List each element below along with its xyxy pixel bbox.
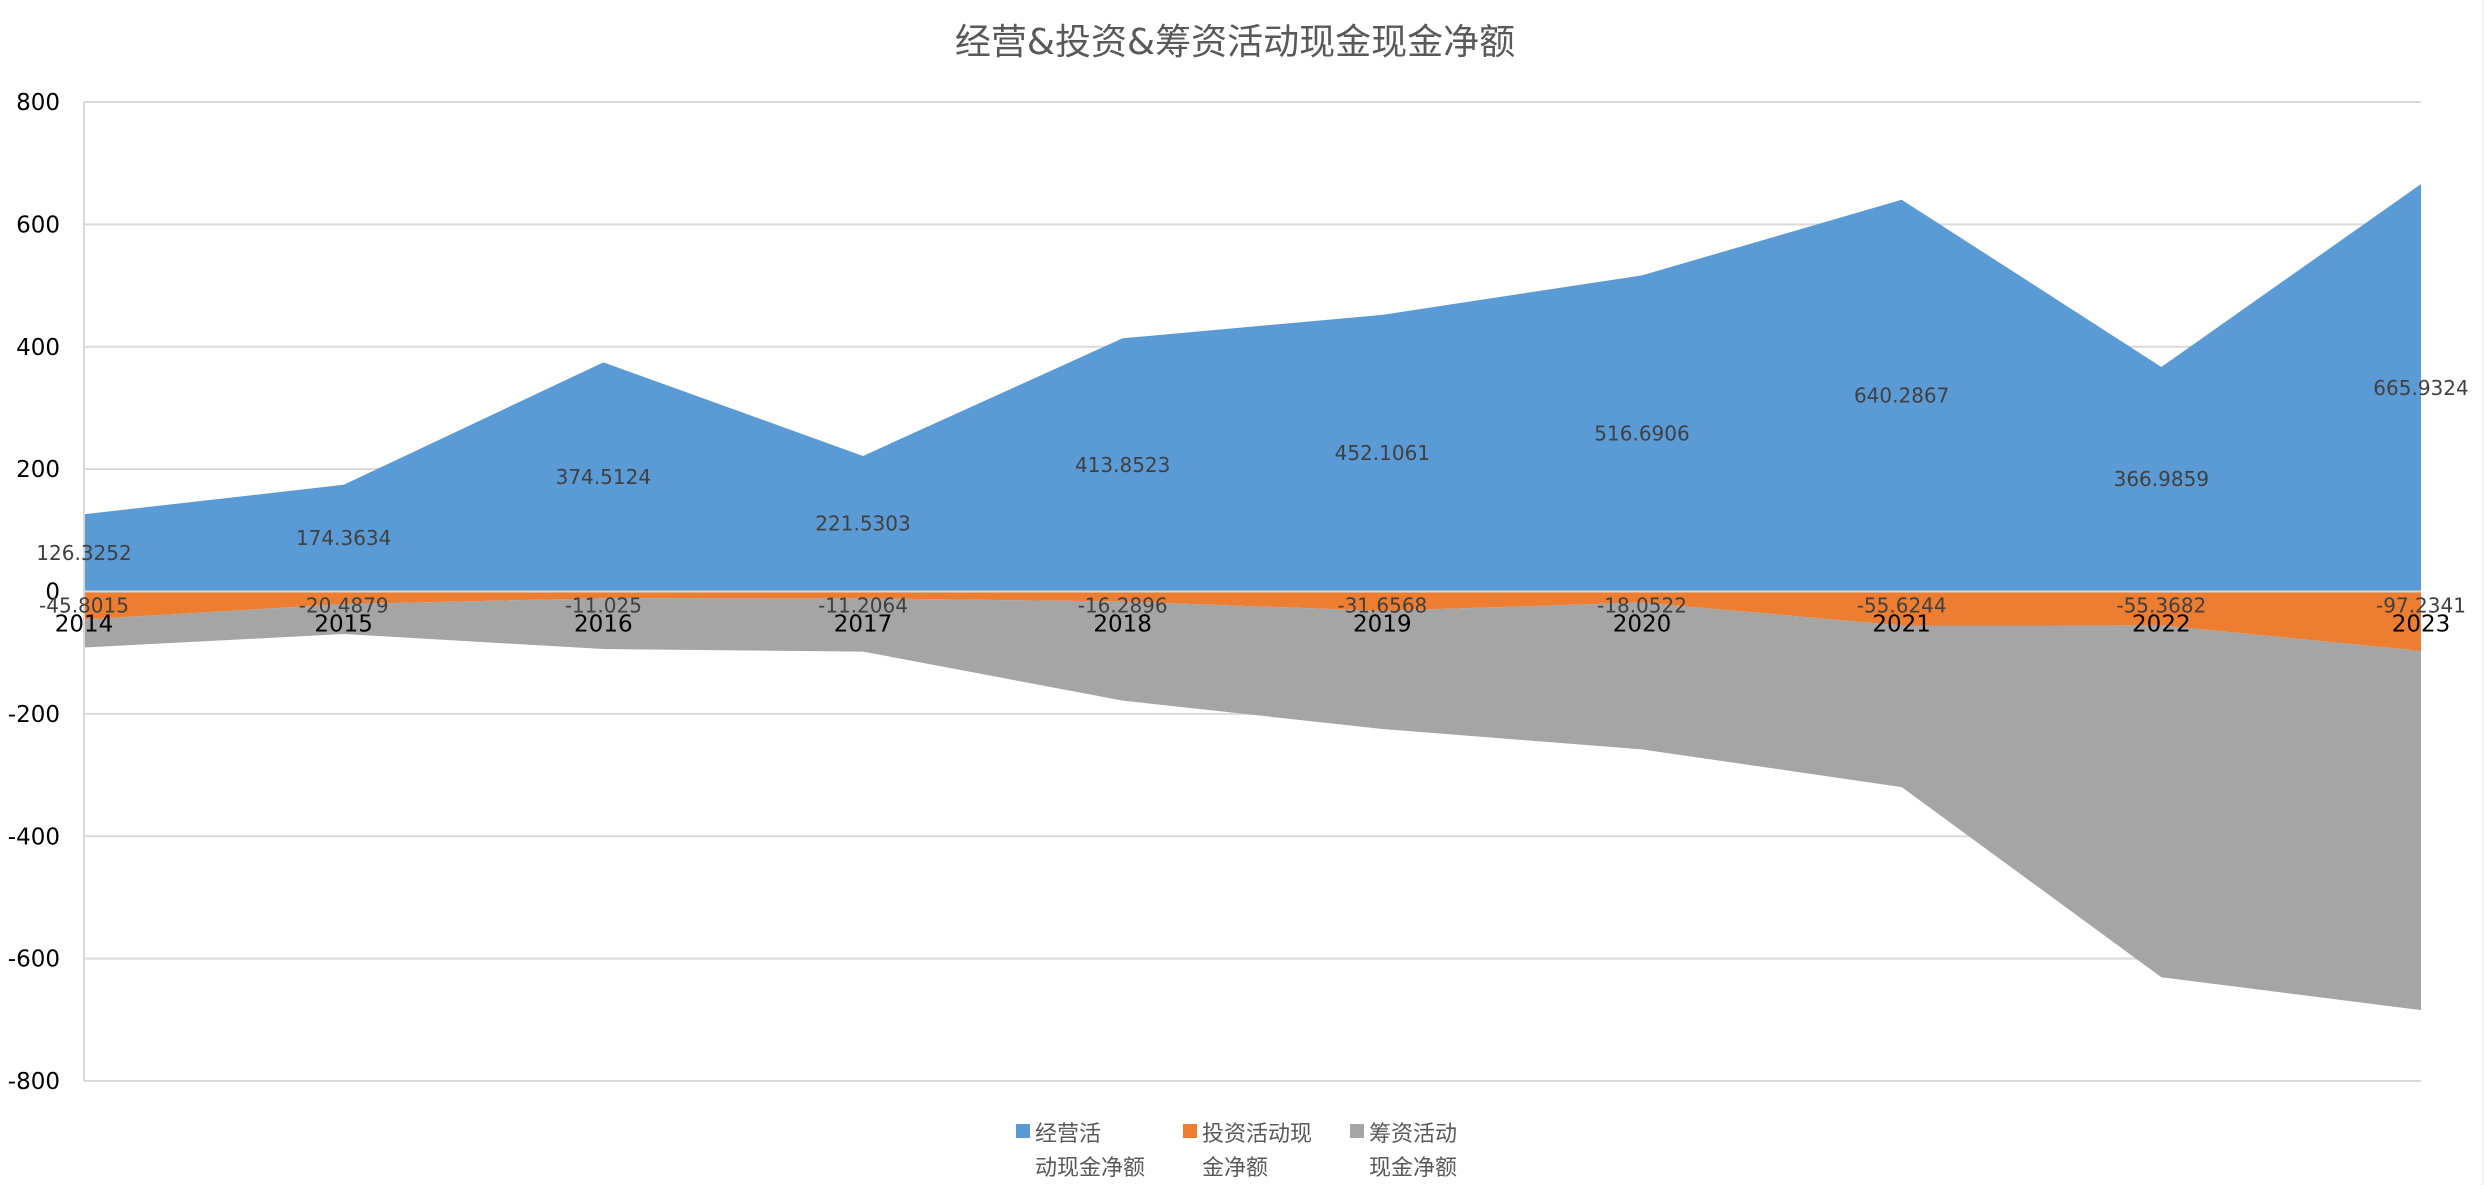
data-label-series1-2016: 374.5124 (556, 465, 651, 489)
y-tick-label: -200 (8, 702, 60, 728)
legend-label-1: 动现金净额 (1035, 1156, 1145, 1181)
y-tick-label: 400 (16, 335, 60, 361)
y-tick-label: 200 (16, 457, 60, 483)
data-labels: 126.3252 174.3634 374.5124 221.5303 413.8523… (36, 376, 2468, 618)
legend-swatch-1 (1016, 1124, 1030, 1138)
y-tick-label: -800 (8, 1069, 60, 1095)
axes: 800 600 400 200 0 -200 -400 -600 -800 2014 2015 201… (8, 90, 2450, 1095)
legend-label-1: 经营活 (1035, 1122, 1101, 1147)
area-series-2 (84, 591, 2421, 651)
y-tick-label: 0 (45, 580, 60, 606)
area-series-1 (84, 184, 2421, 592)
x-tick-label-2016: 2016 (574, 612, 633, 638)
legend-label-2: 金净额 (1202, 1156, 1268, 1181)
data-label-series2-2015: -20.4879 (299, 594, 389, 618)
chart-title: 经营&投资&筹资活动现金现金净额 (955, 22, 1515, 63)
x-tick-label-2017: 2017 (834, 612, 893, 638)
x-tick-label-2022: 2022 (2132, 612, 2191, 638)
data-label-series1-2021: 640.2867 (1854, 384, 1949, 408)
x-tick-label-2021: 2021 (1872, 612, 1931, 638)
legend-swatch-3 (1350, 1124, 1364, 1138)
data-label-series1-2019: 452.1061 (1335, 441, 1430, 465)
legend-label-3: 现金净额 (1369, 1156, 1457, 1181)
data-label-series2-2023: -97.2341 (2376, 594, 2466, 618)
legend-label-3: 筹资活动 (1369, 1122, 1457, 1147)
x-tick-label-2015: 2015 (314, 612, 373, 638)
area-series-group (84, 184, 2421, 1011)
legend-label-2: 投资活动现 (1202, 1122, 1312, 1147)
data-label-series1-2017: 221.5303 (815, 512, 910, 536)
data-label-series1-2020: 516.6906 (1594, 421, 1689, 445)
data-label-series1-2022: 366.9859 (2114, 467, 2209, 491)
data-label-series1-2015: 174.3634 (296, 526, 391, 550)
data-label-series2-2016: -11.025 (565, 594, 642, 618)
data-label-series2-2017: -11.2064 (818, 594, 908, 618)
y-tick-label: 600 (16, 212, 60, 238)
data-label-series1-2014: 126.3252 (36, 541, 131, 565)
data-label-series2-2014: -45.8015 (39, 594, 129, 618)
data-label-series2-2020: -18.0522 (1597, 594, 1687, 618)
x-tick-label-2019: 2019 (1353, 612, 1412, 638)
y-tick-label: 800 (16, 90, 60, 116)
data-label-series2-2021: -55.6244 (1857, 594, 1947, 618)
x-tick-label-2023: 2023 (2392, 612, 2451, 638)
y-tick-label: -400 (8, 824, 60, 850)
data-label-series2-2019: -31.6568 (1337, 594, 1427, 618)
x-tick-label-2014: 2014 (55, 612, 114, 638)
y-tick-label: -600 (8, 947, 60, 973)
data-label-series1-2023: 665.9324 (2373, 376, 2468, 400)
data-label-series2-2022: -55.3682 (2116, 594, 2206, 618)
data-label-series2-2018: -16.2896 (1078, 594, 1168, 618)
x-tick-label-2020: 2020 (1613, 612, 1672, 638)
x-tick-label-2018: 2018 (1093, 612, 1152, 638)
legend-swatch-2 (1183, 1124, 1197, 1138)
data-label-series1-2018: 413.8523 (1075, 453, 1170, 477)
area-series-3 (84, 598, 2421, 1011)
